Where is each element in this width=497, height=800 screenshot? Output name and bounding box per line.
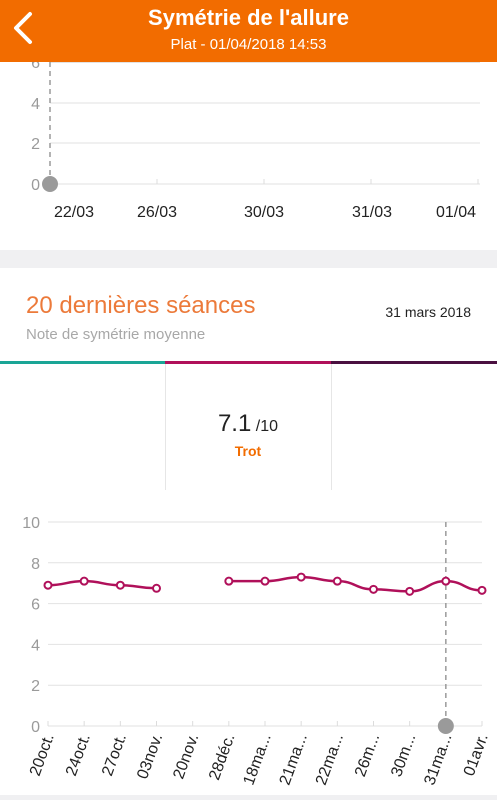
- x-tick-label: 30m...: [388, 732, 419, 780]
- x-tick-label: 30/03: [244, 204, 284, 221]
- x-tick-label: 21ma...: [277, 732, 311, 788]
- selected-point[interactable]: [42, 176, 58, 192]
- top-chart: 6 4 2 0 22/03 26/03 30/03 31/03 01/04: [31, 55, 480, 221]
- x-tick-label: 26/03: [137, 204, 177, 221]
- y-tick-label: 4: [31, 637, 40, 654]
- data-point[interactable]: [405, 586, 415, 596]
- gait-tabs: [0, 361, 497, 364]
- tab-indicator-left[interactable]: [0, 361, 165, 364]
- session-date: 31 mars 2018: [385, 304, 471, 320]
- gait-label: Trot: [234, 443, 262, 459]
- x-tick-label: 03nov.: [134, 732, 166, 782]
- x-tick-label: 24oct.: [63, 732, 94, 779]
- header-bar: Symétrie de l'allure Plat - 01/04/2018 1…: [0, 0, 497, 62]
- x-tick-label: 01/04: [436, 204, 476, 221]
- data-point[interactable]: [79, 576, 89, 586]
- page-subtitle: Plat - 01/04/2018 14:53: [170, 36, 327, 53]
- y-tick-label: 0: [31, 177, 40, 194]
- x-tick-label: 26m...: [352, 732, 383, 780]
- section-subtitle: Note de symétrie moyenne: [26, 326, 206, 343]
- selected-point[interactable]: [437, 718, 454, 734]
- x-tick-label: 01avr.: [461, 732, 492, 779]
- y-tick-label: 4: [31, 96, 40, 113]
- data-point[interactable]: [152, 583, 161, 593]
- score-display: 7.1 /10: [165, 410, 331, 438]
- y-tick-label: 2: [31, 678, 40, 695]
- data-point[interactable]: [43, 580, 53, 590]
- data-point[interactable]: [332, 576, 342, 586]
- data-point[interactable]: [115, 580, 125, 590]
- x-tick-label: 28déc.: [206, 732, 238, 783]
- section-title: 20 dernières séances: [26, 292, 256, 319]
- y-tick-label: 10: [22, 515, 40, 532]
- x-tick-label: 31/03: [352, 204, 392, 221]
- tab-indicator-middle[interactable]: [165, 361, 331, 364]
- x-tick-label: 20oct.: [27, 732, 58, 779]
- data-point[interactable]: [296, 572, 306, 582]
- data-point[interactable]: [441, 576, 451, 586]
- data-point[interactable]: [369, 584, 378, 594]
- series-line: [47, 579, 157, 590]
- x-tick-label: 18ma...: [241, 732, 275, 788]
- score-value: 7.1: [217, 410, 252, 437]
- data-point[interactable]: [260, 576, 270, 586]
- y-tick-label: 2: [31, 136, 40, 153]
- y-tick-label: 6: [31, 62, 40, 72]
- x-tick-label: 22ma...: [313, 732, 347, 788]
- data-point[interactable]: [477, 585, 487, 595]
- history-chart-card: 10 8 6 4 2 0 20oct. 24oct. 27oct. 03nov. 20nov. 28d…: [0, 490, 497, 795]
- tab-indicator-right[interactable]: [331, 361, 497, 364]
- x-tick-label: 22/03: [54, 204, 94, 221]
- chevron-left-icon[interactable]: [10, 10, 38, 46]
- summary-card: 20 dernières séances 31 mars 2018 Note d…: [0, 268, 497, 490]
- x-tick-label: 20nov.: [170, 732, 202, 782]
- data-point[interactable]: [224, 576, 234, 586]
- page-title: Symétrie de l'allure: [148, 5, 349, 30]
- column-divider: [165, 364, 166, 490]
- column-divider: [331, 364, 332, 490]
- x-tick-label: 27oct.: [99, 732, 130, 779]
- x-tick-label: 31ma...: [421, 732, 455, 788]
- y-tick-label: 0: [31, 719, 40, 736]
- score-max: /10: [255, 418, 279, 435]
- y-tick-label: 8: [31, 556, 40, 573]
- top-chart-card: 6 4 2 0 22/03 26/03 30/03 31/03 01/04: [0, 55, 497, 250]
- y-tick-label: 6: [31, 597, 40, 614]
